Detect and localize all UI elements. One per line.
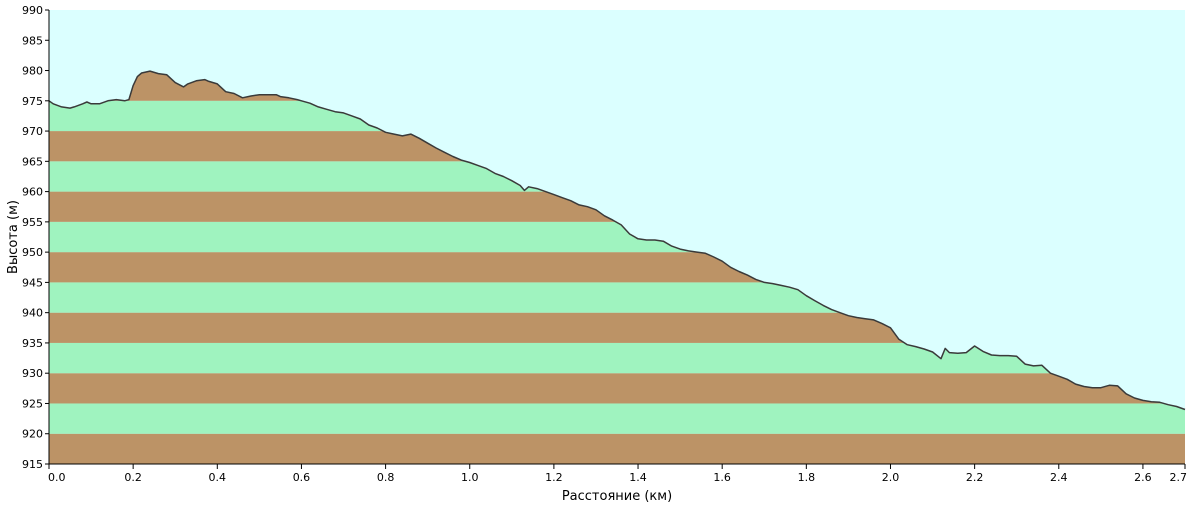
x-tick-label: 0.8 [377, 471, 395, 484]
y-tick-label: 960 [22, 186, 43, 199]
x-tick-label: 2.4 [1050, 471, 1068, 484]
x-tick-label: 1.6 [713, 471, 731, 484]
x-tick-label: 1.2 [545, 471, 563, 484]
elevation-profile-line [48, 70, 1186, 411]
y-tick-label: 990 [22, 4, 43, 17]
elevation-band-915 [49, 433, 1185, 464]
y-tick-label: 935 [22, 337, 43, 350]
x-tick-label: 2.7 [1170, 471, 1188, 484]
x-tick-label: 1.8 [798, 471, 816, 484]
y-tick-label: 945 [22, 276, 43, 289]
y-axis-ticks: 915 920 925 930 935 940 945 950 955 960 965 970 975 9… [22, 4, 49, 471]
x-tick-label: 0.0 [48, 471, 66, 484]
y-tick-label: 925 [22, 397, 43, 410]
y-axis-title: Высота (м) [6, 200, 21, 274]
y-tick-label: 915 [22, 458, 43, 471]
y-tick-label: 955 [22, 216, 43, 229]
x-tick-label: 2.0 [882, 471, 900, 484]
elevation-band-920 [49, 403, 1185, 434]
y-tick-label: 940 [22, 307, 43, 320]
x-tick-label: 0.6 [293, 471, 311, 484]
y-tick-label: 975 [22, 95, 43, 108]
y-tick-label: 985 [22, 34, 43, 47]
x-tick-label: 1.0 [461, 471, 479, 484]
x-axis-ticks: 0.0 0.2 0.4 0.6 0.8 1.0 1.2 1.4 1.6 1.8 2.0 2.2 2.4 2… [48, 464, 1187, 484]
y-tick-label: 970 [22, 125, 43, 138]
y-tick-label: 950 [22, 246, 43, 259]
y-tick-label: 980 [22, 65, 43, 78]
x-tick-label: 2.6 [1134, 471, 1152, 484]
y-tick-label: 920 [22, 428, 43, 441]
y-tick-label: 965 [22, 155, 43, 168]
x-tick-label: 0.4 [209, 471, 227, 484]
x-tick-label: 0.2 [124, 471, 142, 484]
y-tick-label: 930 [22, 367, 43, 380]
x-axis-title: Расстояние (км) [562, 489, 672, 504]
x-tick-label: 2.2 [966, 471, 984, 484]
x-tick-label: 1.4 [629, 471, 647, 484]
elevation-band-925 [49, 373, 1185, 404]
